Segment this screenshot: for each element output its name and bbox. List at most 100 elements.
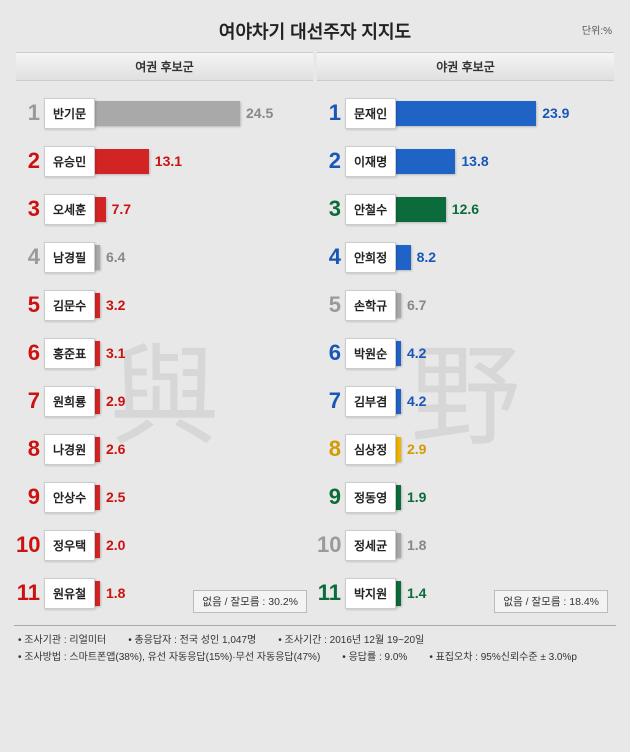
bar-row: 8심상정2.9 xyxy=(317,427,614,471)
bar-area: 오세훈 7.7 xyxy=(44,194,313,225)
rank-number: 3 xyxy=(317,196,345,222)
bar-row: 4남경필6.4 xyxy=(16,235,313,279)
bar-row: 3오세훈 7.7 xyxy=(16,187,313,231)
candidate-name: 유승민 xyxy=(44,146,95,177)
rank-number: 2 xyxy=(317,148,345,174)
rank-number: 5 xyxy=(317,292,345,318)
rank-number: 4 xyxy=(317,244,345,270)
rank-number: 11 xyxy=(317,580,345,606)
bar-value: 1.9 xyxy=(407,489,426,505)
bar-row: 9안상수2.5 xyxy=(16,475,313,519)
bar-area: 안철수 12.6 xyxy=(345,194,614,225)
footer: • 조사기관 : 리얼미터• 총응답자 : 전국 성인 1,047명• 조사기간… xyxy=(14,625,616,676)
bar-area: 안희정8.2 xyxy=(345,242,614,273)
rank-number: 1 xyxy=(16,100,44,126)
footer-line: • 표집오차 : 95%신뢰수준 ± 3.0%p xyxy=(429,649,577,666)
bar-value: 1.8 xyxy=(407,537,426,553)
candidate-name: 박지원 xyxy=(345,578,396,609)
bar-area: 정동영1.9 xyxy=(345,482,614,513)
rank-number: 6 xyxy=(317,340,345,366)
none-unknown-label: 없음 / 잘모름 : 30.2% xyxy=(193,590,307,613)
bar-value: 3.1 xyxy=(106,345,125,361)
bar-area: 남경필6.4 xyxy=(44,242,313,273)
bar-value: 8.2 xyxy=(417,249,436,265)
right-header: 야권 후보군 xyxy=(317,52,614,81)
bar-area: 반기문 24.5 xyxy=(44,98,313,129)
bar-value: 23.9 xyxy=(542,105,569,121)
columns: 與 1반기문24.52유승민13.13오세훈7.74남경필6.45김문수3.26… xyxy=(14,91,616,619)
bar-row: 10정세균 1.8 xyxy=(317,523,614,567)
bar-area: 심상정2.9 xyxy=(345,434,614,465)
bar-value: 2.5 xyxy=(106,489,125,505)
footer-line: • 응답률 : 9.0% xyxy=(342,649,407,666)
unit-label: 단위:% xyxy=(582,22,612,37)
bar-area: 김부겸4.2 xyxy=(345,386,614,417)
candidate-name: 손학규 xyxy=(345,290,396,321)
bar-value: 7.7 xyxy=(112,201,131,217)
bar-value: 2.6 xyxy=(106,441,125,457)
rank-number: 8 xyxy=(16,436,44,462)
bar-row: 6홍준표3.1 xyxy=(16,331,313,375)
bar-row: 6박원순 4.2 xyxy=(317,331,614,375)
candidate-name: 나경원 xyxy=(44,434,95,465)
bar-area: 문재인 23.9 xyxy=(345,98,614,129)
candidate-name: 정세균 xyxy=(345,530,396,561)
bar-value: 1.8 xyxy=(106,585,125,601)
candidate-name: 원유철 xyxy=(44,578,95,609)
bar-value: 12.6 xyxy=(452,201,479,217)
candidate-name: 김문수 xyxy=(44,290,95,321)
bar-row: 5손학규6.7 xyxy=(317,283,614,327)
candidate-name: 정우택 xyxy=(44,530,95,561)
bar-row: 8나경원 2.6 xyxy=(16,427,313,471)
bar-area: 정우택 2.0 xyxy=(44,530,313,561)
none-unknown-label: 없음 / 잘모름 : 18.4% xyxy=(494,590,608,613)
rank-number: 2 xyxy=(16,148,44,174)
right-column: 野 1문재인23.92이재명13.83안철수12.64안희정8.25손학규6.7… xyxy=(315,91,616,619)
footer-line: • 총응답자 : 전국 성인 1,047명 xyxy=(128,632,256,649)
bar-area: 나경원 2.6 xyxy=(44,434,313,465)
bar-row: 10정우택 2.0 xyxy=(16,523,313,567)
candidate-name: 김부겸 xyxy=(345,386,396,417)
rank-number: 5 xyxy=(16,292,44,318)
rank-number: 10 xyxy=(317,532,345,558)
rank-number: 1 xyxy=(317,100,345,126)
bar-area: 김문수 3.2 xyxy=(44,290,313,321)
bar-value: 3.2 xyxy=(106,297,125,313)
rank-number: 3 xyxy=(16,196,44,222)
rank-number: 7 xyxy=(16,388,44,414)
bar-area: 박원순 4.2 xyxy=(345,338,614,369)
bar-value: 24.5 xyxy=(246,105,273,121)
chart-container: 여야차기 대선주자 지지도 단위:% 여권 후보군 야권 후보군 與 1반기문2… xyxy=(0,0,630,676)
bar-area: 손학규6.7 xyxy=(345,290,614,321)
candidate-name: 홍준표 xyxy=(44,338,95,369)
rank-number: 4 xyxy=(16,244,44,270)
footer-line: • 조사방법 : 스마트폰앱(38%), 유선 자동응답(15%)·무선 자동응… xyxy=(18,649,320,666)
bar-row: 7김부겸4.2 xyxy=(317,379,614,423)
candidate-name: 오세훈 xyxy=(44,194,95,225)
bar-row: 5김문수 3.2 xyxy=(16,283,313,327)
bar-row: 2유승민 13.1 xyxy=(16,139,313,183)
candidate-name: 원희룡 xyxy=(44,386,95,417)
candidate-name: 문재인 xyxy=(345,98,396,129)
footer-line: • 조사기간 : 2016년 12월 19~20일 xyxy=(278,632,424,649)
bar-value: 13.1 xyxy=(155,153,182,169)
candidate-name: 남경필 xyxy=(44,242,95,273)
bar-value: 2.0 xyxy=(106,537,125,553)
candidate-name: 반기문 xyxy=(44,98,95,129)
rank-number: 9 xyxy=(317,484,345,510)
bar-row: 1문재인 23.9 xyxy=(317,91,614,135)
chart-title: 여야차기 대선주자 지지도 xyxy=(14,18,616,44)
bar-area: 이재명13.8 xyxy=(345,146,614,177)
rank-number: 11 xyxy=(16,580,44,606)
bar-area: 유승민 13.1 xyxy=(44,146,313,177)
bar-value: 2.9 xyxy=(407,441,426,457)
candidate-name: 박원순 xyxy=(345,338,396,369)
rank-number: 8 xyxy=(317,436,345,462)
bar-row: 4안희정8.2 xyxy=(317,235,614,279)
bar-row: 3안철수 12.6 xyxy=(317,187,614,231)
bar-value: 4.2 xyxy=(407,345,426,361)
candidate-name: 안철수 xyxy=(345,194,396,225)
left-column: 與 1반기문24.52유승민13.13오세훈7.74남경필6.45김문수3.26… xyxy=(14,91,315,619)
rank-number: 10 xyxy=(16,532,44,558)
bar-value: 1.4 xyxy=(407,585,426,601)
